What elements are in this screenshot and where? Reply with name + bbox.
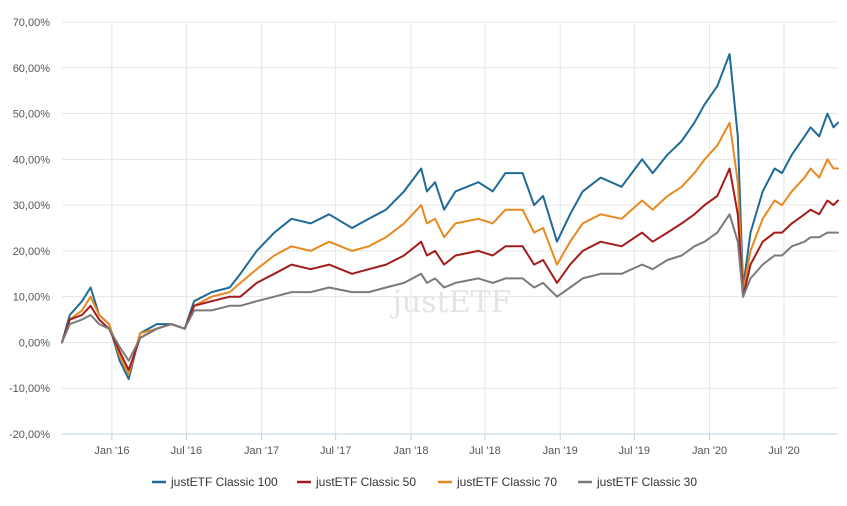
x-axis-labels: Jan '16 Jul '16 Jan '17 Jul '17 Jan '18 Jul '… [94,445,799,457]
watermark: justETF [390,285,512,320]
legend-label: justETF Classic 30 [596,475,697,489]
x-tick-label: Jul '19 [619,445,650,457]
x-tick-label: Jan '18 [393,445,428,457]
legend-label: justETF Classic 70 [456,475,557,489]
legend-label: justETF Classic 100 [170,475,278,489]
x-tick-label: Jan '20 [692,445,727,457]
x-tick-label: Jul '18 [469,445,500,457]
x-tick-label: Jul '16 [171,445,202,457]
y-tick-label: 0,00% [19,337,50,349]
x-tick-label: Jul '20 [768,445,799,457]
y-tick-label: 20,00% [13,246,51,258]
y-tick-label: -10,00% [9,383,50,395]
series-line [61,213,839,362]
legend-item[interactable]: justETF Classic 50 [297,475,416,489]
legend-item[interactable]: justETF Classic 30 [578,475,697,489]
x-tick-label: Jul '17 [320,445,351,457]
series-lines [61,53,839,381]
x-tick-label: Jan '16 [94,445,129,457]
y-tick-label: 60,00% [13,63,51,75]
y-tick-label: 10,00% [13,292,51,304]
y-tick-label: 40,00% [13,154,51,166]
x-tick-label: Jan '17 [244,445,279,457]
grid-lines [62,21,838,440]
y-axis-labels: 70,00% 60,00% 50,00% 40,00% 30,00% 20,00% 10,0… [9,17,50,441]
y-tick-label: -20,00% [9,429,50,441]
legend[interactable]: justETF Classic 100 justETF Classic 50 jus… [152,475,697,489]
y-tick-label: 70,00% [13,17,51,29]
y-tick-label: 50,00% [13,109,51,121]
y-tick-label: 30,00% [13,200,51,212]
x-tick-label: Jan '19 [543,445,578,457]
series-line [61,121,839,376]
legend-label: justETF Classic 50 [315,475,416,489]
legend-item[interactable]: justETF Classic 70 [438,475,557,489]
series-line [61,53,839,381]
legend-item[interactable]: justETF Classic 100 [152,475,278,489]
